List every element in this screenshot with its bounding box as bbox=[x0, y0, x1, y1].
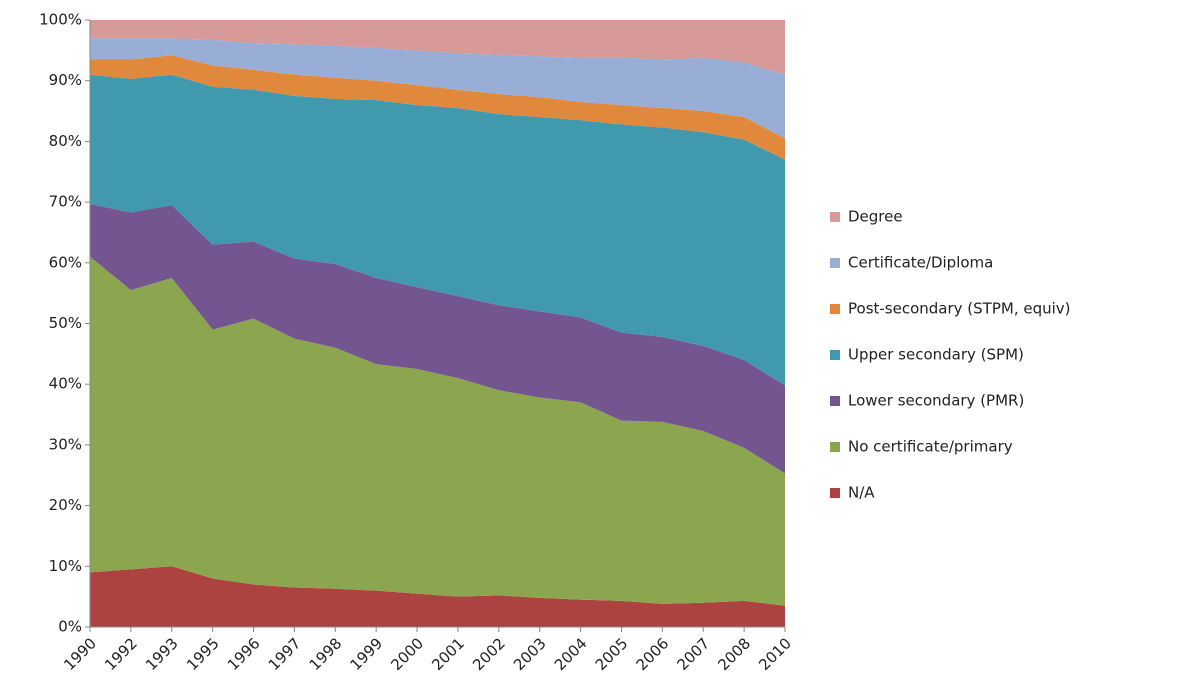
legend-label: Post-secondary (STPM, equiv) bbox=[848, 300, 1071, 318]
x-tick-label: 2005 bbox=[592, 634, 632, 674]
x-tick-label: 1996 bbox=[224, 634, 264, 674]
x-tick-label: 1998 bbox=[306, 634, 346, 674]
y-tick-label: 100% bbox=[39, 11, 82, 29]
legend-label: Upper secondary (SPM) bbox=[848, 346, 1024, 364]
x-tick-label: 1997 bbox=[265, 634, 305, 674]
y-tick-label: 30% bbox=[49, 435, 82, 453]
legend-label: Lower secondary (PMR) bbox=[848, 392, 1024, 410]
y-tick-label: 10% bbox=[49, 557, 82, 575]
y-tick-label: 50% bbox=[49, 314, 82, 332]
legend-label: No certificate/primary bbox=[848, 438, 1013, 456]
x-tick-label: 1999 bbox=[346, 634, 386, 674]
legend-swatch bbox=[830, 258, 840, 268]
legend-swatch bbox=[830, 212, 840, 222]
y-tick-label: 60% bbox=[49, 253, 82, 271]
x-tick-label: 1993 bbox=[142, 634, 182, 674]
area bbox=[90, 203, 785, 474]
x-tick-label: 2004 bbox=[551, 634, 591, 674]
x-tick-label: 2007 bbox=[674, 634, 714, 674]
legend-swatch bbox=[830, 396, 840, 406]
legend-swatch bbox=[830, 350, 840, 360]
legend-swatch bbox=[830, 442, 840, 452]
x-tick-label: 2006 bbox=[633, 634, 673, 674]
area bbox=[90, 74, 785, 386]
x-tick-label: 1992 bbox=[101, 634, 141, 674]
area bbox=[90, 566, 785, 627]
area bbox=[90, 20, 785, 75]
area bbox=[90, 256, 785, 606]
legend-swatch bbox=[830, 304, 840, 314]
x-tick-label: 1990 bbox=[60, 634, 100, 674]
y-tick-label: 90% bbox=[49, 71, 82, 89]
x-tick-label: 2001 bbox=[428, 634, 468, 674]
y-tick-label: 40% bbox=[49, 375, 82, 393]
x-tick-label: 2010 bbox=[755, 634, 795, 674]
y-tick-label: 80% bbox=[49, 132, 82, 150]
x-tick-label: 2000 bbox=[387, 634, 427, 674]
y-tick-label: 0% bbox=[58, 618, 82, 636]
y-tick-label: 20% bbox=[49, 496, 82, 514]
x-tick-label: 1995 bbox=[183, 634, 223, 674]
legend-label: N/A bbox=[848, 484, 875, 502]
legend-swatch bbox=[830, 488, 840, 498]
legend-label: Degree bbox=[848, 208, 903, 226]
x-tick-label: 2003 bbox=[510, 634, 550, 674]
x-tick-label: 2002 bbox=[469, 634, 509, 674]
area bbox=[90, 55, 785, 160]
area bbox=[90, 38, 785, 139]
x-tick-label: 2008 bbox=[714, 634, 754, 674]
legend-label: Certificate/Diploma bbox=[848, 254, 993, 272]
y-tick-label: 70% bbox=[49, 193, 82, 211]
